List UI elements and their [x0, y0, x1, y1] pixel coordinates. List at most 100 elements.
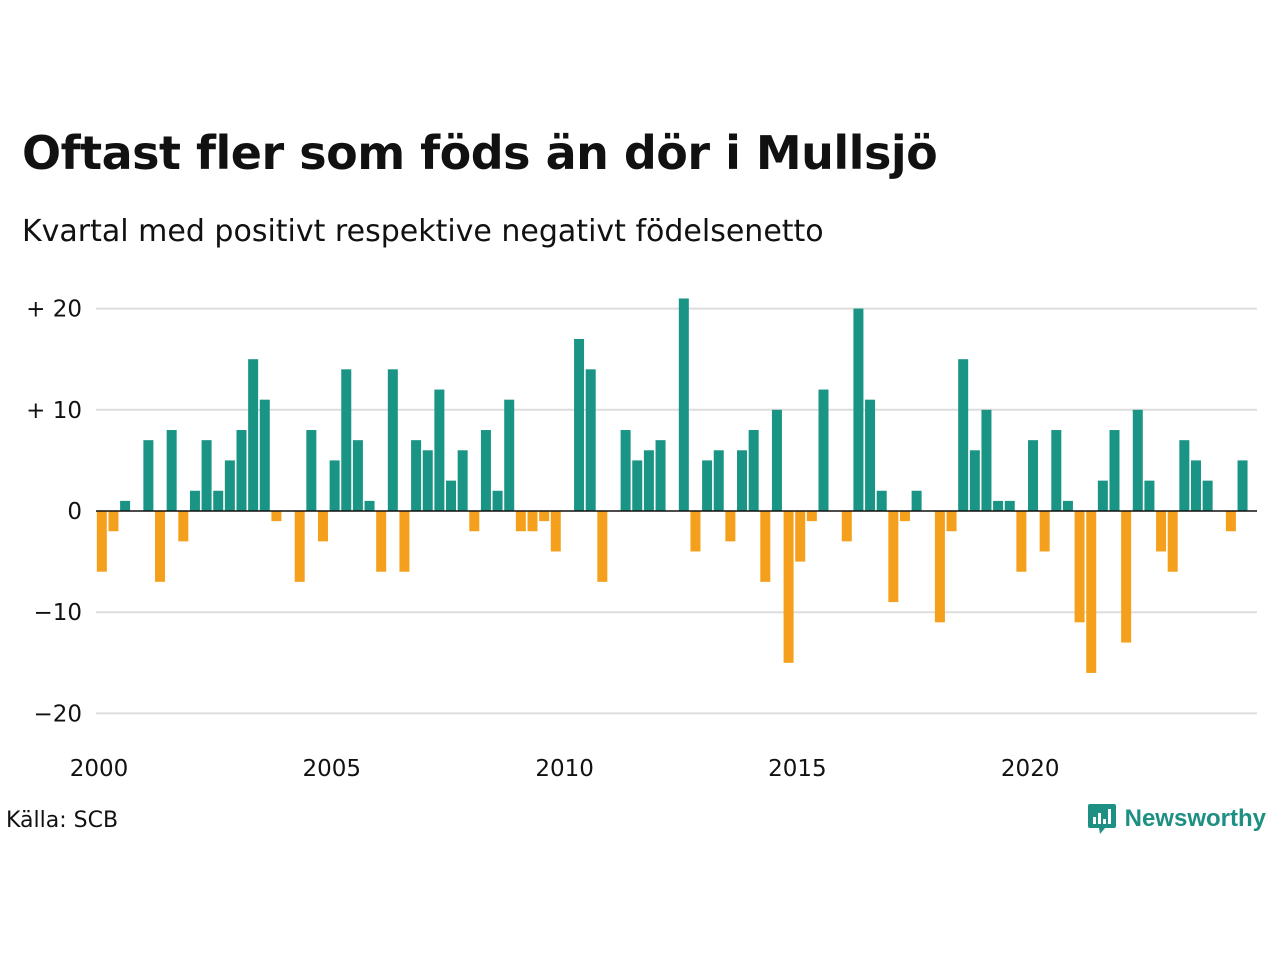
x-tick-label: 2010: [535, 756, 594, 782]
bar: [108, 511, 119, 532]
bar: [550, 511, 561, 552]
bar: [853, 308, 864, 511]
bar: [1156, 511, 1167, 552]
bar: [783, 511, 794, 663]
bar: [1179, 440, 1190, 511]
bar: [678, 298, 689, 511]
y-tick-label: −20: [33, 701, 82, 727]
brand-logo: Newsworthy: [1087, 802, 1266, 836]
bar: [341, 369, 352, 511]
bar: [771, 409, 782, 511]
bar: [178, 511, 189, 542]
bar: [96, 511, 107, 572]
bar: [1144, 480, 1155, 511]
x-tick-label: 2005: [303, 756, 362, 782]
bar: [515, 511, 526, 532]
bar: [1051, 430, 1062, 511]
gridlines: [96, 307, 1257, 715]
bar: [865, 399, 876, 511]
bar: [1190, 460, 1201, 511]
bar: [748, 430, 759, 511]
bar: [1097, 480, 1108, 511]
bar: [737, 450, 748, 511]
bar: [993, 500, 1004, 511]
bar-chart: + 20 + 10 0 −10 −20 2000 2005 2010 2015 2020: [26, 297, 1257, 782]
y-tick-label: −10: [33, 600, 82, 626]
bar: [969, 450, 980, 511]
bar: [527, 511, 538, 532]
bar: [818, 389, 829, 511]
source-label: Källa: SCB: [6, 808, 119, 833]
bar: [1016, 511, 1027, 572]
bar: [655, 440, 666, 511]
bar: [934, 511, 945, 623]
bar: [585, 369, 596, 511]
bar: [213, 490, 224, 511]
bar: [1086, 511, 1097, 673]
bar: [888, 511, 899, 603]
bar: [841, 511, 852, 542]
bar: [725, 511, 736, 542]
bar: [806, 511, 817, 522]
bar: [352, 440, 363, 511]
bar: [294, 511, 305, 582]
bar: [224, 460, 235, 511]
bar: [702, 460, 713, 511]
bar: [946, 511, 957, 532]
x-axis-ticks: 2000 2005 2010 2015 2020: [70, 756, 1060, 782]
bar: [1225, 511, 1236, 532]
bar: [411, 440, 422, 511]
x-tick-label: 2015: [768, 756, 827, 782]
bar: [1202, 480, 1213, 511]
bar: [480, 430, 491, 511]
bar: [597, 511, 608, 582]
bar: [306, 430, 317, 511]
y-tick-label: + 10: [26, 398, 82, 424]
bar: [899, 511, 910, 522]
bar: [1237, 460, 1248, 511]
bar: [155, 511, 166, 582]
bar: [1004, 500, 1015, 511]
bar: [911, 490, 922, 511]
bar: [958, 359, 969, 511]
bar: [539, 511, 550, 522]
bar: [329, 460, 340, 511]
bar: [574, 338, 585, 511]
bar: [143, 440, 154, 511]
bar: [632, 460, 643, 511]
bar: [1167, 511, 1178, 572]
chart-subtitle: Kvartal med positivt respektive negativt…: [22, 214, 824, 249]
bar: [643, 450, 654, 511]
bar: [201, 440, 212, 511]
bar: [1132, 409, 1143, 511]
bar: [713, 450, 724, 511]
bar: [376, 511, 387, 572]
bar: [364, 500, 375, 511]
newsworthy-logo-icon: [1087, 804, 1116, 834]
bar: [1074, 511, 1085, 623]
bar: [795, 511, 806, 562]
y-tick-label: + 20: [26, 297, 82, 323]
bar: [504, 399, 515, 511]
bars: [96, 298, 1248, 673]
bar: [422, 450, 433, 511]
bar: [236, 430, 247, 511]
bar: [620, 430, 631, 511]
bar: [690, 511, 701, 552]
bar: [469, 511, 480, 532]
bar: [760, 511, 771, 582]
bar: [271, 511, 282, 522]
bar: [1028, 440, 1039, 511]
bar: [166, 430, 177, 511]
bar: [434, 389, 445, 511]
bar: [446, 480, 457, 511]
bar: [1039, 511, 1050, 552]
bar: [1062, 500, 1073, 511]
chart-title: Oftast fler som föds än dör i Mullsjö: [22, 126, 938, 180]
bar: [492, 490, 503, 511]
y-axis-ticks: + 20 + 10 0 −10 −20: [26, 297, 82, 728]
bar: [120, 500, 131, 511]
x-tick-label: 2020: [1001, 756, 1060, 782]
bar: [981, 409, 992, 511]
bar: [1121, 511, 1132, 643]
